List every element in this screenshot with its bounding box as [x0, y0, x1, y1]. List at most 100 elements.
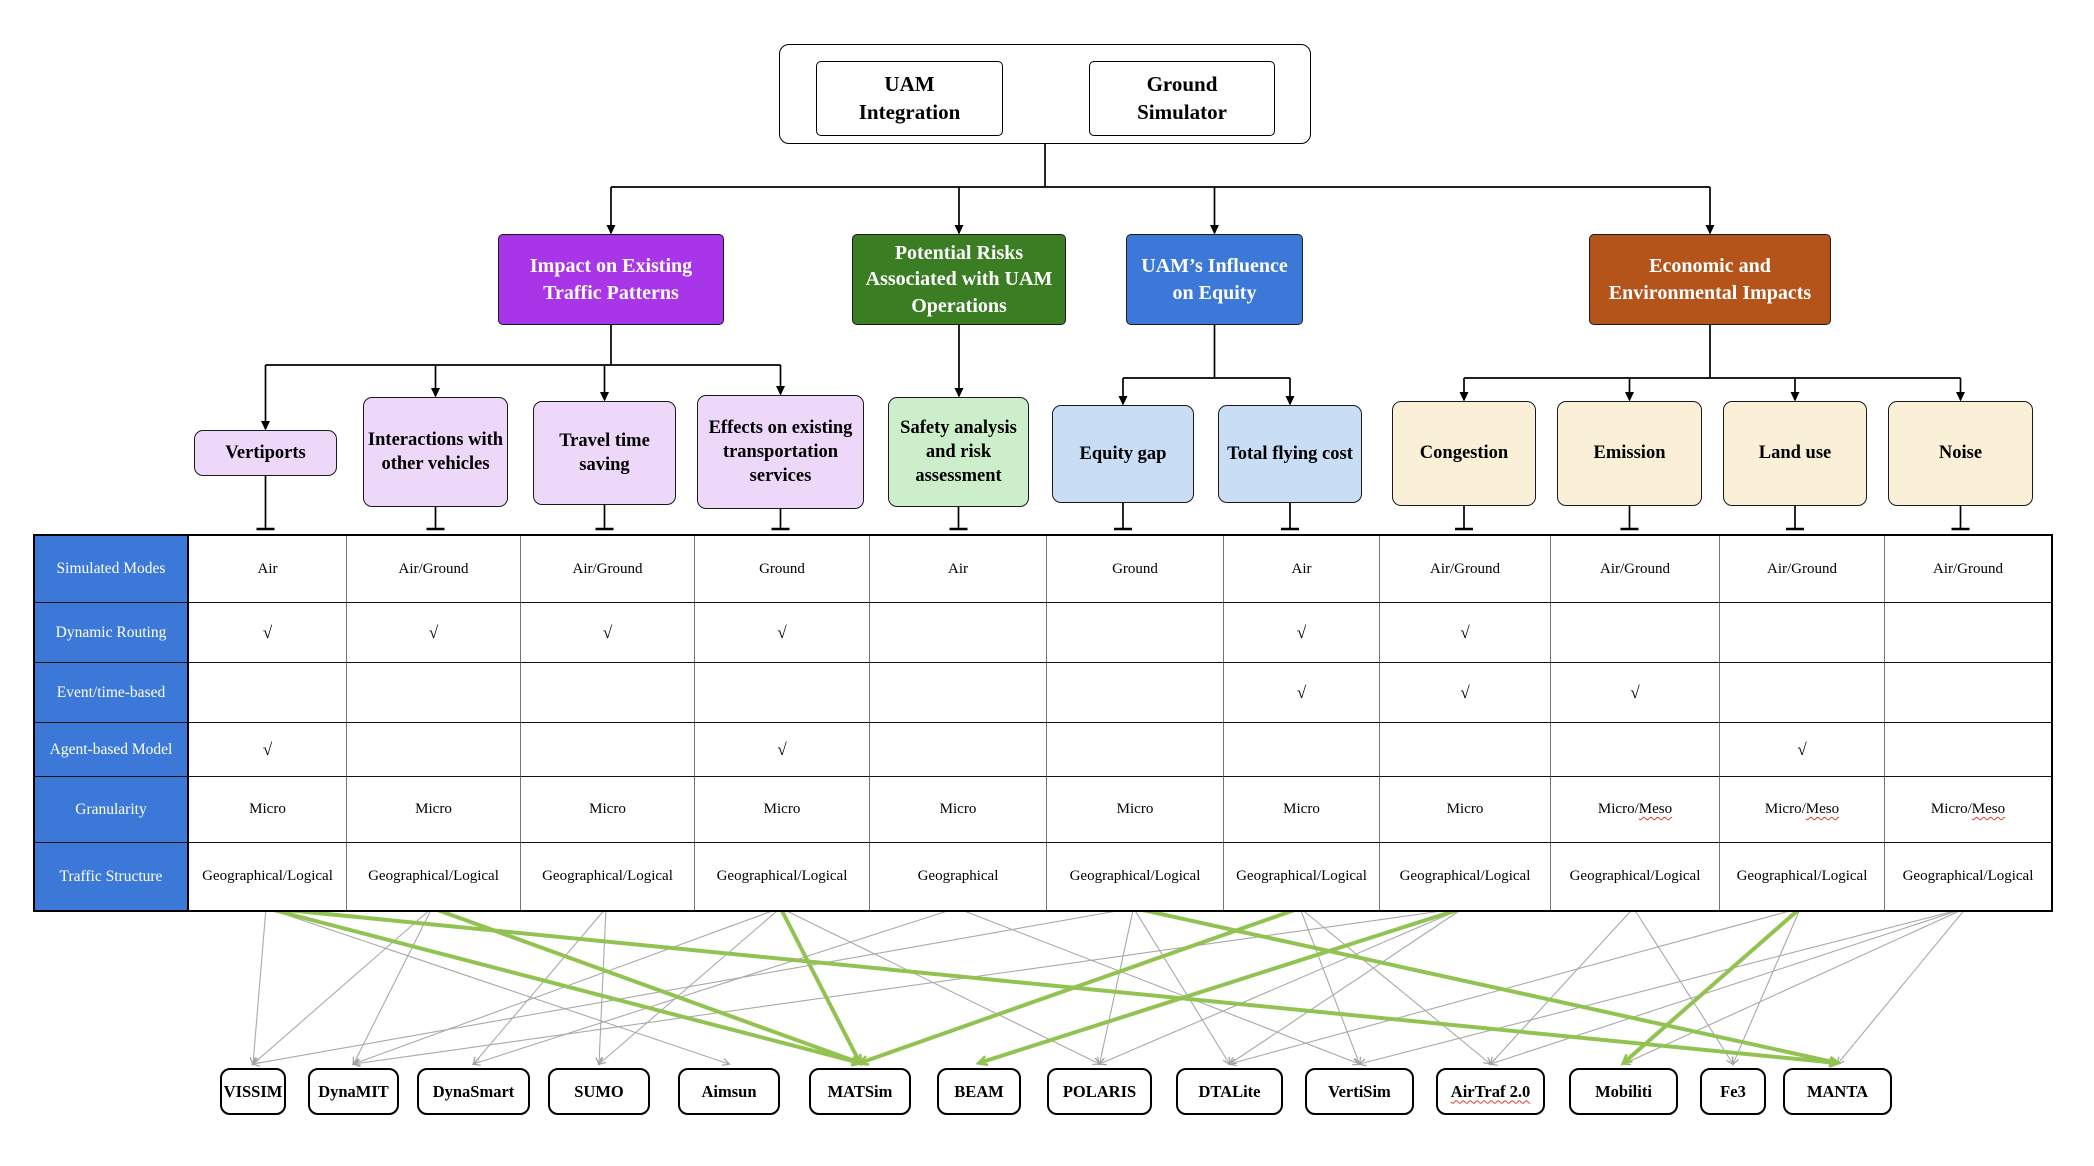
category-node-potential-risks-associated-with-uam-operat: Potential Risks Associated with UAM Oper…	[852, 234, 1066, 325]
simulator-node-matsim: MATSim	[809, 1068, 911, 1115]
column-to-simulator-edge-highlight	[265, 906, 1838, 1063]
table-cell-r5-c10: Geographical/Logical	[1885, 843, 2051, 910]
table-cell-r4-c6: Micro	[1224, 777, 1380, 843]
column-to-simulator-edge-highlight	[1624, 906, 1802, 1063]
ground-simulator-node: Ground Simulator	[1089, 61, 1275, 136]
simulator-node-fe3: Fe3	[1700, 1068, 1766, 1115]
column-to-simulator-edge	[599, 907, 781, 1064]
column-to-simulator-edge	[1133, 907, 1230, 1064]
table-cell-r2-c10	[1885, 663, 2051, 723]
table-cell-r1-c3: √	[695, 603, 870, 663]
ground-simulator-label: Ground Simulator	[1137, 72, 1227, 124]
table-cell-r4-c5: Micro	[1047, 777, 1224, 843]
table-cell-r5-c7: Geographical/Logical	[1380, 843, 1551, 910]
table-cell-r1-c4	[870, 603, 1047, 663]
column-to-simulator-edge	[1299, 907, 1360, 1064]
column-to-simulator-edge	[354, 907, 1464, 1064]
table-cell-r2-c9	[1720, 663, 1885, 723]
column-to-simulator-edge	[253, 907, 267, 1064]
column-to-simulator-edge	[265, 907, 729, 1064]
simulator-node-dtalite: DTALite	[1176, 1068, 1283, 1115]
table-cell-r2-c2	[521, 663, 695, 723]
simulator-node-sumo: SUMO	[548, 1068, 650, 1115]
column-to-simulator-edge	[1360, 907, 1967, 1064]
table-cell-r3-c3: √	[695, 723, 870, 777]
table-cell-r4-c2: Micro	[521, 777, 695, 843]
table-cell-r5-c6: Geographical/Logical	[1224, 843, 1380, 910]
table-cell-r0-c10: Air/Ground	[1885, 536, 2051, 603]
table-cell-r0-c2: Air/Ground	[521, 536, 695, 603]
column-to-simulator-edge-highlight	[778, 907, 861, 1063]
table-cell-r3-c1	[347, 723, 521, 777]
table-cell-r3-c6	[1224, 723, 1380, 777]
table-cell-r2-c1	[347, 663, 521, 723]
simulator-node-dynamit: DynaMIT	[308, 1068, 399, 1115]
table-cell-r3-c4	[870, 723, 1047, 777]
table-cell-r5-c9: Geographical/Logical	[1720, 843, 1885, 910]
table-cell-r4-c4: Micro	[870, 777, 1047, 843]
table-cell-r1-c5	[1047, 603, 1224, 663]
column-to-simulator-edge	[253, 907, 1134, 1064]
column-to-simulator-edge	[354, 907, 433, 1064]
spellcheck-word: Meso	[1638, 801, 1673, 818]
table-cell-r0-c7: Air/Ground	[1380, 536, 1551, 603]
column-to-simulator-edge	[1100, 907, 1464, 1064]
column-to-simulator-edge	[780, 907, 1100, 1064]
table-cell-r1-c7: √	[1380, 603, 1551, 663]
simulator-node-mobiliti: Mobiliti	[1569, 1068, 1678, 1115]
subtopic-node-travel-time-saving: Travel time saving	[533, 401, 676, 505]
subtopic-node-vertiports: Vertiports	[194, 430, 337, 476]
simulator-node-airtraf-2-0: AirTraf 2.0	[1436, 1068, 1545, 1115]
column-to-simulator-edge	[599, 907, 607, 1064]
row-header-simulated-modes: Simulated Modes	[35, 536, 189, 603]
table-cell-r0-c8: Air/Ground	[1551, 536, 1720, 603]
column-to-simulator-edge-highlight	[1133, 906, 1838, 1063]
uam-integration-node: UAM Integration	[816, 61, 1003, 136]
table-cell-r0-c5: Ground	[1047, 536, 1224, 603]
table-cell-r1-c9	[1720, 603, 1885, 663]
spellcheck-word: Meso	[1971, 801, 2006, 818]
column-to-simulator-edge	[1230, 907, 1801, 1064]
table-cell-r4-c7: Micro	[1380, 777, 1551, 843]
simulator-node-dynasmart: DynaSmart	[417, 1068, 530, 1115]
table-cell-r0-c3: Ground	[695, 536, 870, 603]
column-to-simulator-edge-highlight	[431, 906, 860, 1063]
table-cell-r2-c7: √	[1380, 663, 1551, 723]
row-header-traffic-structure: Traffic Structure	[35, 843, 189, 910]
subtopic-node-safety-analysis-and-risk-assessment: Safety analysis and risk assessment	[888, 397, 1029, 507]
table-cell-r4-c9: Micro/Meso	[1720, 777, 1885, 843]
subtopic-node-noise: Noise	[1888, 401, 2033, 506]
subtopic-node-congestion: Congestion	[1392, 401, 1536, 506]
table-cell-r1-c1: √	[347, 603, 521, 663]
simulator-node-polaris: POLARIS	[1047, 1068, 1152, 1115]
table-cell-r1-c2: √	[521, 603, 695, 663]
simulator-node-vissim: VISSIM	[220, 1068, 286, 1115]
table-cell-r0-c0: Air	[189, 536, 347, 603]
column-to-simulator-edge	[956, 907, 1360, 1064]
column-to-simulator-edge	[1491, 907, 1634, 1064]
column-to-simulator-edge-highlight	[979, 906, 1465, 1063]
table-cell-r5-c1: Geographical/Logical	[347, 843, 521, 910]
row-header-dynamic-routing: Dynamic Routing	[35, 603, 189, 663]
category-node-uam-s-influence-on-equity: UAM’s Influence on Equity	[1126, 234, 1303, 325]
subtopic-node-land-use: Land use	[1723, 401, 1867, 506]
table-cell-r2-c8: √	[1551, 663, 1720, 723]
spellcheck-word: Meso	[1805, 801, 1840, 818]
column-to-simulator-edge-highlight	[860, 906, 1301, 1063]
subtopic-node-emission: Emission	[1557, 401, 1702, 506]
column-to-simulator-edge	[474, 907, 607, 1064]
subtopic-node-effects-on-existing-transportation-service: Effects on existing transportation servi…	[697, 395, 864, 509]
table-cell-r5-c5: Geographical/Logical	[1047, 843, 1224, 910]
table-cell-r4-c10: Micro/Meso	[1885, 777, 2051, 843]
table-cell-r3-c8	[1551, 723, 1720, 777]
row-header-event-time-based: Event/time-based	[35, 663, 189, 723]
subtopic-node-total-flying-cost: Total flying cost	[1218, 405, 1362, 503]
simulator-node-aimsun: Aimsun	[678, 1068, 780, 1115]
table-cell-r0-c4: Air	[870, 536, 1047, 603]
column-to-simulator-edge	[253, 907, 433, 1064]
table-cell-r5-c4: Geographical	[870, 843, 1047, 910]
simulator-feature-table: Simulated Modes Air Air/Ground Air/Ground Gr…	[33, 534, 2053, 912]
table-cell-r5-c3: Geographical/Logical	[695, 843, 870, 910]
table-cell-r1-c6: √	[1224, 603, 1380, 663]
